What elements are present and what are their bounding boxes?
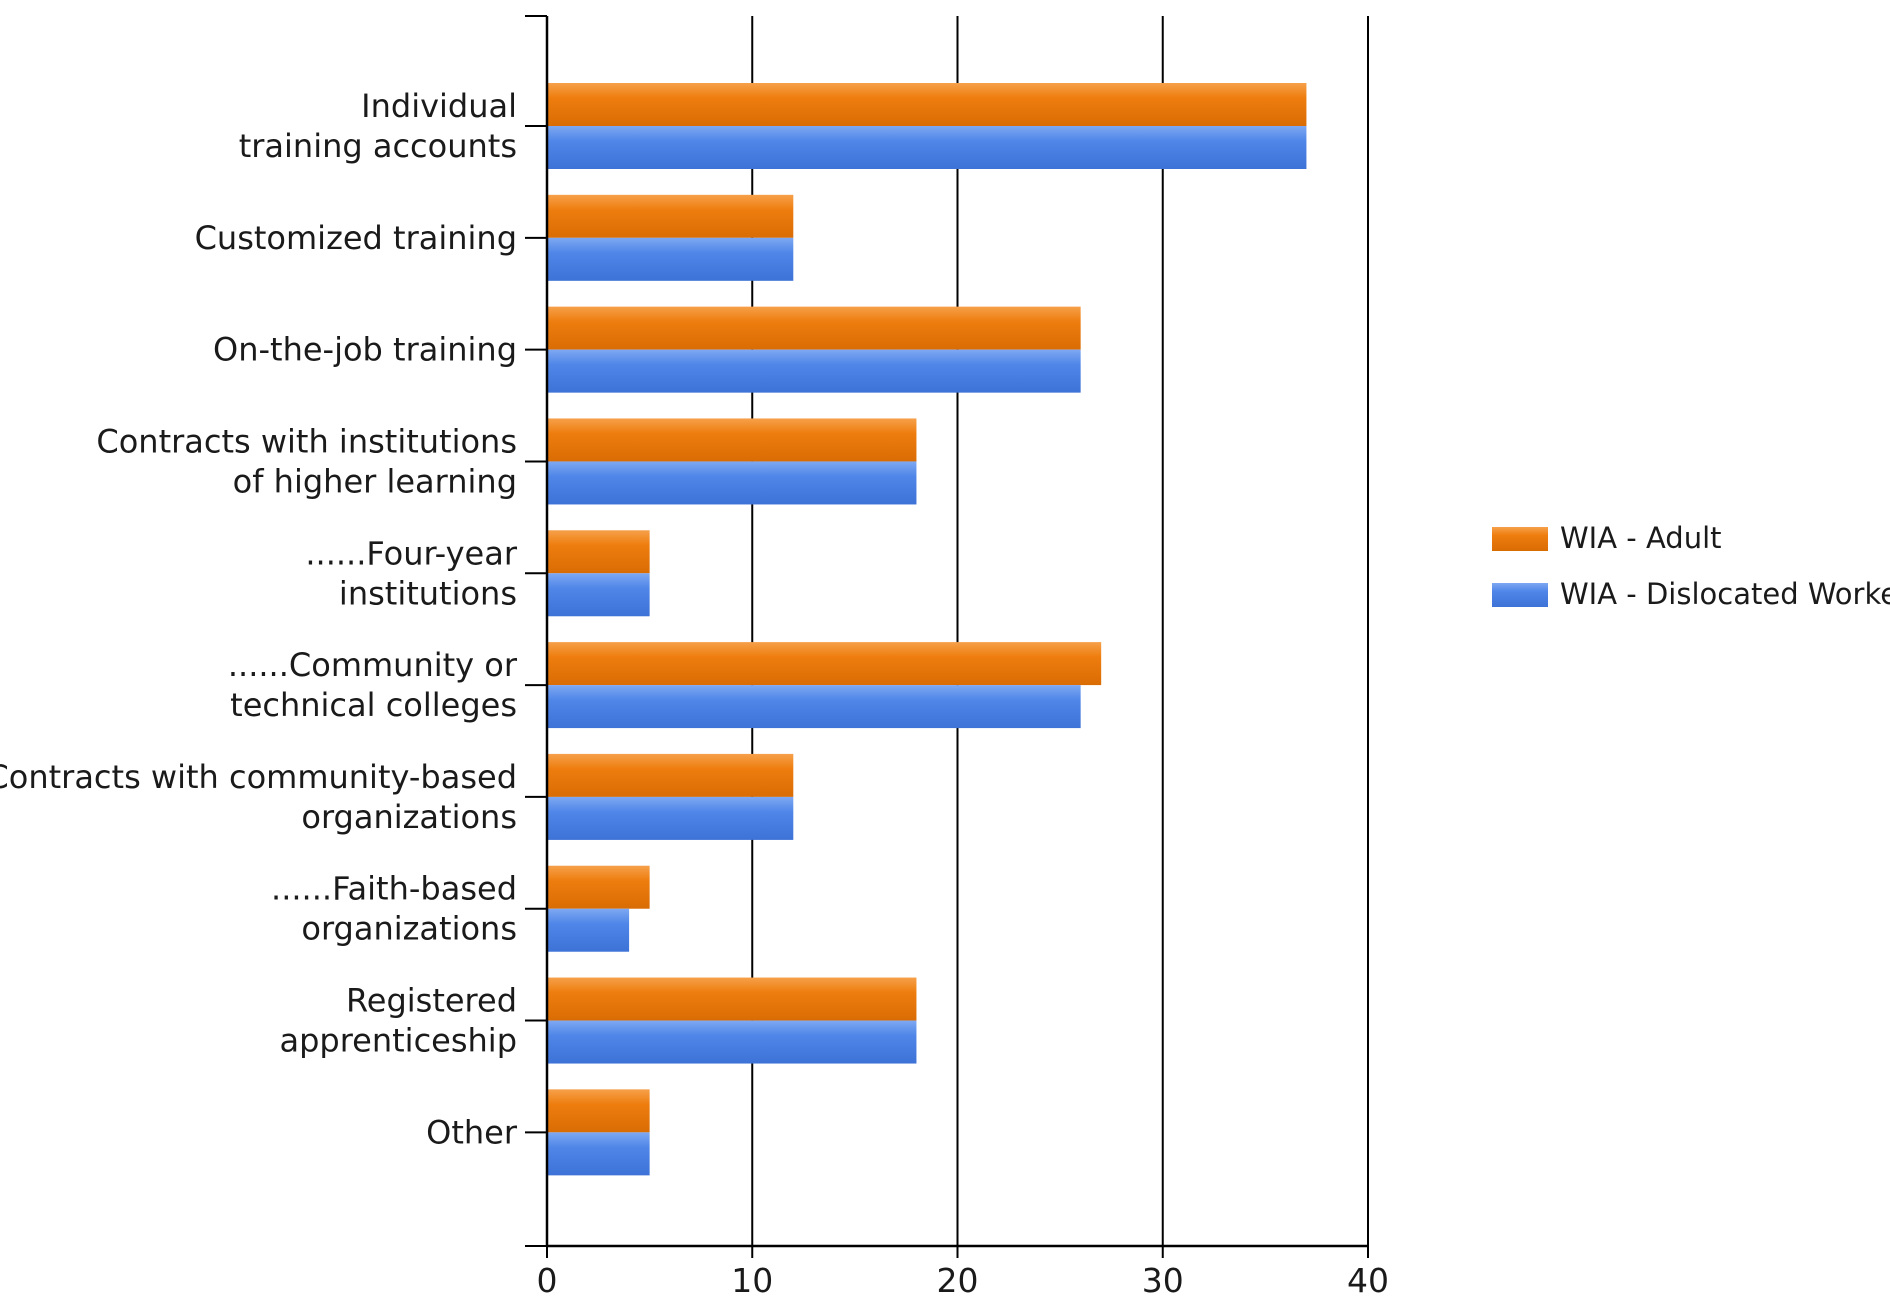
category-label: Contracts with institutions of higher lea… bbox=[96, 422, 517, 500]
bar-adult bbox=[547, 1089, 650, 1133]
bar-dislocated-worker bbox=[547, 349, 1081, 393]
category-label: Customized training bbox=[195, 219, 517, 257]
bar-dislocated-worker bbox=[547, 237, 794, 281]
x-tick-label: 30 bbox=[1142, 1261, 1184, 1300]
legend-swatch-adult bbox=[1492, 527, 1548, 551]
category-label: ......Community or technical colleges bbox=[228, 646, 518, 724]
x-tick-label: 40 bbox=[1347, 1261, 1389, 1300]
category-label: Contracts with community-based organizati… bbox=[0, 758, 517, 836]
bar-dislocated-worker bbox=[547, 461, 917, 505]
category-label: Other bbox=[426, 1113, 518, 1151]
bar-adult bbox=[547, 418, 917, 462]
bar-adult bbox=[547, 642, 1102, 686]
legend: WIA - Adult WIA - Dislocated Worker bbox=[1492, 521, 1890, 611]
x-tick-label: 10 bbox=[731, 1261, 773, 1300]
bar-adult bbox=[547, 530, 650, 574]
category-label: Individual training accounts bbox=[239, 87, 517, 165]
bar-dislocated-worker bbox=[547, 1020, 917, 1064]
axes bbox=[525, 15, 1369, 1258]
bar-adult bbox=[547, 865, 650, 909]
bar-dislocated-worker bbox=[547, 685, 1081, 729]
x-tick-label: 0 bbox=[537, 1261, 558, 1300]
bar-dislocated-worker bbox=[547, 908, 630, 952]
bar-dislocated-worker bbox=[547, 1132, 650, 1176]
category-label: ......Four-year institutions bbox=[305, 534, 517, 612]
bar-dislocated-worker bbox=[547, 796, 794, 840]
legend-swatch-dislocated-worker bbox=[1492, 583, 1548, 607]
bar-dislocated-worker bbox=[547, 126, 1307, 169]
x-tick-label: 20 bbox=[937, 1261, 979, 1300]
legend-label: WIA - Dislocated Worker bbox=[1560, 577, 1890, 611]
category-label: ......Faith-based organizations bbox=[271, 870, 517, 948]
category-label: Registered apprenticeship bbox=[279, 982, 517, 1060]
bar-dislocated-worker bbox=[547, 573, 650, 617]
bars bbox=[547, 83, 1307, 1176]
bar-adult bbox=[547, 977, 917, 1021]
legend-label: WIA - Adult bbox=[1560, 521, 1722, 555]
bar-adult bbox=[547, 194, 794, 238]
category-labels: Individual training accounts Customized tr… bbox=[0, 87, 518, 1151]
bar-adult bbox=[547, 753, 794, 797]
x-tick-labels: 0 10 20 30 40 bbox=[537, 1261, 1390, 1300]
bar-adult bbox=[547, 306, 1081, 350]
bar-adult bbox=[547, 83, 1307, 126]
category-label: On-the-job training bbox=[213, 331, 517, 369]
